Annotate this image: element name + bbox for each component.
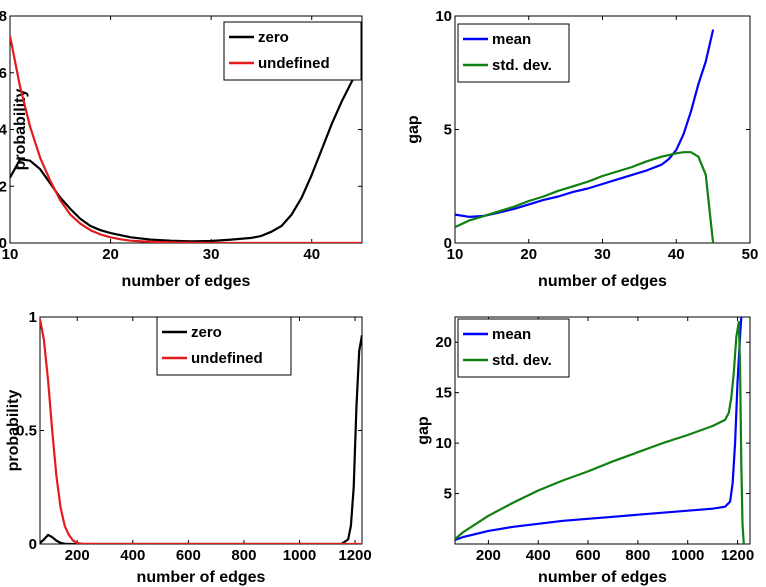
legend-label: zero: [258, 29, 289, 46]
legend: zero undefined: [223, 21, 362, 81]
legend: mean std. dev.: [457, 318, 570, 378]
y-tick-label: 0.8: [0, 8, 7, 25]
legend-label: zero: [191, 324, 222, 341]
x-tick-label: 1200: [338, 547, 371, 564]
y-axis-label: gap: [405, 115, 422, 144]
panel-probability-small: 10 20 30 40 0 0.2 0.4 0.6 0.8 number of edges prob…: [0, 8, 363, 290]
y-tick-label: 20: [435, 334, 452, 351]
series-line-mean: [455, 317, 743, 542]
legend-label: mean: [492, 31, 531, 48]
x-axis-label: number of edges: [538, 273, 667, 290]
x-axis-label: number of edges: [538, 569, 667, 586]
y-tick-label: 0.5: [16, 423, 37, 440]
x-tick-label: 1000: [283, 547, 316, 564]
panel-gap-small: 10 20 30 40 50 0 5 10 number of edges gap mean std.…: [405, 8, 758, 290]
y-axis-label: gap: [415, 416, 432, 445]
y-tick-label: 10: [435, 8, 452, 25]
y-tick-label: 0.6: [0, 65, 7, 82]
series-line-std-dev: [455, 320, 745, 544]
y-tick-label: 1: [29, 309, 37, 326]
panel-gap-large: 200 400 600 800 1000 1200 5 10 15 20 number of edg…: [415, 316, 754, 586]
x-tick-label: 10: [2, 246, 19, 263]
x-tick-label: 30: [203, 246, 220, 263]
x-tick-label: 400: [120, 547, 145, 564]
x-tick-label: 40: [303, 246, 320, 263]
legend-label: undefined: [258, 55, 330, 72]
x-tick-label: 800: [625, 547, 650, 564]
series-line-zero: [40, 335, 362, 544]
panel-probability-large: 200 400 600 800 1000 1200 0 0.5 1 number of edges…: [5, 309, 372, 586]
series-line-undefined: [40, 319, 362, 544]
x-tick-label: 800: [231, 547, 256, 564]
y-tick-label: 0: [0, 235, 7, 252]
x-axis-label: number of edges: [122, 273, 251, 290]
y-tick-label: 0: [29, 536, 37, 553]
legend-label: std. dev.: [492, 352, 552, 369]
x-tick-label: 20: [520, 246, 537, 263]
legend-box: [457, 23, 570, 83]
y-tick-label: 0.4: [0, 122, 8, 139]
x-tick-label: 200: [65, 547, 90, 564]
x-tick-label: 200: [476, 547, 501, 564]
y-tick-label: 15: [435, 385, 452, 402]
legend-box: [457, 318, 570, 378]
x-tick-label: 600: [176, 547, 201, 564]
y-tick-label: 10: [435, 435, 452, 452]
series-line-undefined: [10, 35, 362, 243]
legend-label: undefined: [191, 350, 263, 367]
legend-label: mean: [492, 326, 531, 343]
series-line-zero: [10, 63, 362, 243]
series-line-mean: [455, 29, 715, 218]
x-tick-label: 1000: [671, 547, 704, 564]
x-tick-label: 400: [526, 547, 551, 564]
x-axis-label: number of edges: [137, 569, 266, 586]
x-tick-label: 10: [447, 246, 464, 263]
y-tick-label: 0.2: [0, 178, 7, 195]
y-axis-label: probability: [5, 390, 22, 472]
x-tick-label: 1200: [721, 547, 754, 564]
legend-box: [223, 21, 362, 81]
y-tick-label: 0: [444, 235, 452, 252]
legend-label: std. dev.: [492, 57, 552, 74]
x-tick-label: 50: [742, 246, 759, 263]
x-tick-label: 30: [594, 246, 611, 263]
legend: zero undefined: [156, 316, 292, 376]
series-line-std-dev: [455, 151, 715, 243]
y-tick-label: 5: [444, 122, 452, 139]
legend-box: [156, 316, 292, 376]
y-tick-label: 5: [444, 486, 452, 503]
x-tick-label: 40: [668, 246, 685, 263]
x-tick-label: 20: [102, 246, 119, 263]
legend: mean std. dev.: [457, 23, 570, 83]
axes-frame: [454, 316, 751, 545]
y-axis-label: probability: [12, 89, 29, 171]
x-tick-label: 600: [576, 547, 601, 564]
